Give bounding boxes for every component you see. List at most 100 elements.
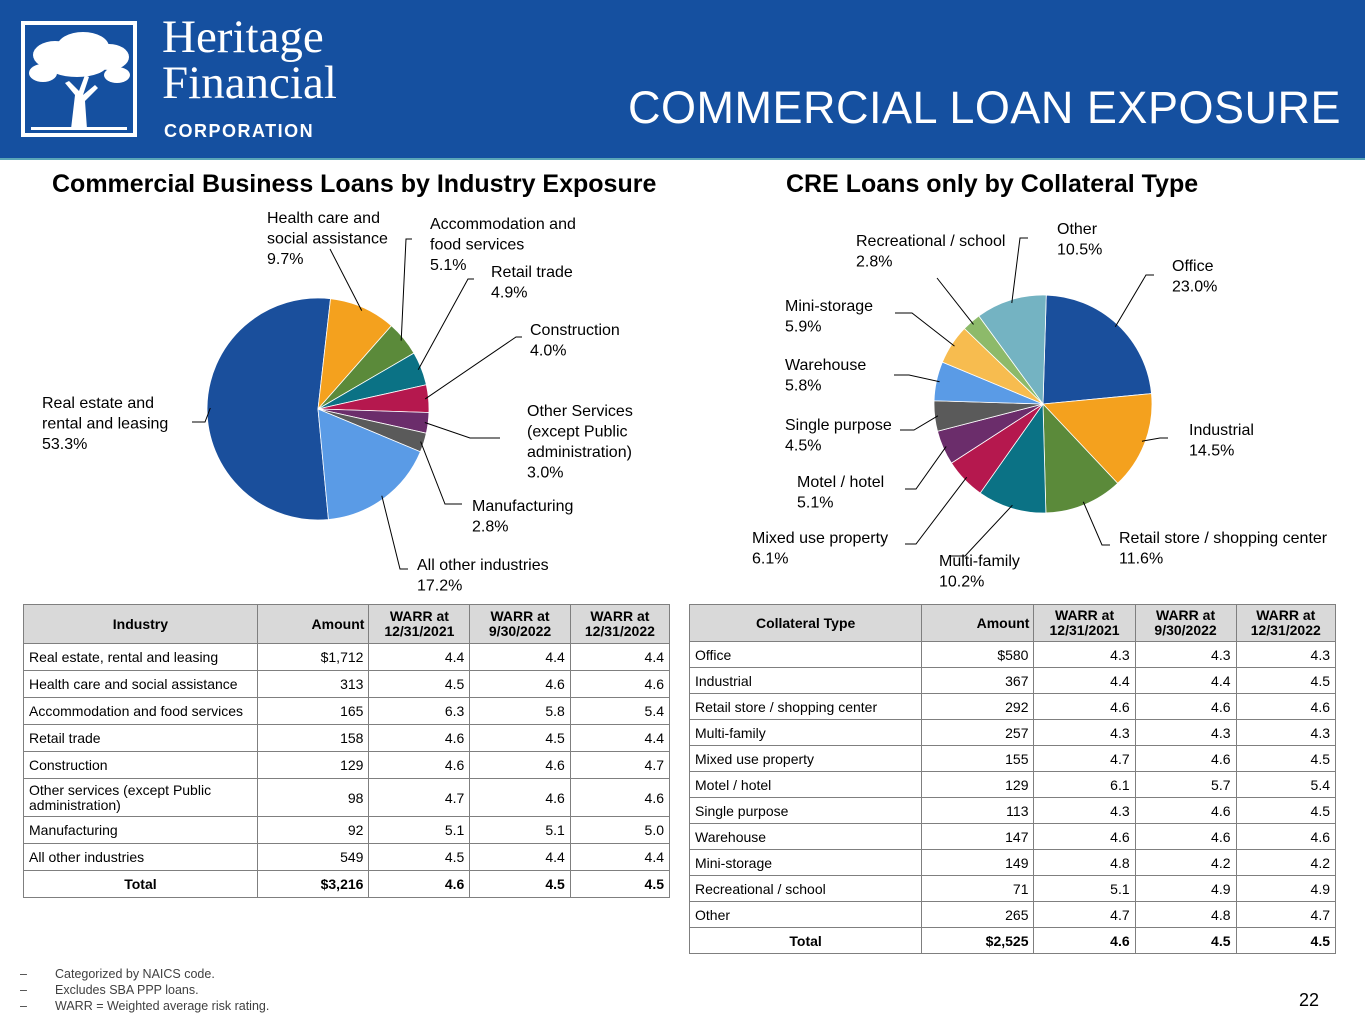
total-value-cell: $3,216 [256,870,370,898]
column-header: WARR at 12/31/2021 [368,604,471,644]
value-cell: 149 [921,849,1035,876]
value-cell: 158 [256,724,370,752]
table-row: Warehouse 147 4.6 4.6 4.6 [688,823,1336,850]
value-cell: 4.4 [569,843,671,871]
total-value-cell: $2,525 [921,927,1035,954]
pie-label-warehouse: Warehouse 5.8% [785,357,866,395]
pie-label-real-estate-and-rental-and-leasing: Real estate and rental and leasing 53.3% [42,395,168,453]
value-cell: 4.4 [469,643,571,671]
value-cell: 4.5 [368,670,471,698]
right-chart-title: CRE Loans only by Collateral Type [786,170,1199,198]
value-cell: 5.4 [1235,771,1336,798]
row-label-cell: Retail trade [23,724,258,752]
value-cell: 4.9 [1134,875,1237,902]
value-cell: 4.4 [469,843,571,871]
column-header: WARR at 12/31/2022 [1235,604,1336,642]
value-cell: 4.9 [1235,875,1336,902]
pie-slice-industrial [1042,393,1153,484]
value-cell: 5.4 [569,697,671,725]
row-label-cell: Multi-family [688,719,923,746]
table-total-row: Total $3,216 4.6 4.5 4.5 [23,870,671,898]
table-row: Mini-storage 149 4.8 4.2 4.2 [688,849,1336,876]
value-cell: 4.4 [569,724,671,752]
value-cell: 4.4 [368,643,471,671]
leader-line [381,495,408,570]
value-cell: 5.8 [469,697,571,725]
row-label-cell: Accommodation and food services [23,697,258,725]
column-header: Amount [256,604,370,644]
value-cell: 5.1 [1033,875,1136,902]
column-header: WARR at 9/30/2022 [1134,604,1237,642]
leader-line [424,422,500,439]
leader-line [329,248,363,311]
value-cell: 4.7 [1033,901,1136,928]
value-cell: 129 [921,771,1035,798]
leader-line [424,336,522,400]
footnotes: – Categorized by NAICS code. – Excludes SB… [20,966,269,1014]
brand-line-1: Heritage [162,11,324,63]
leader-line [420,441,462,505]
value-cell: 4.2 [1235,849,1336,876]
leader-line [192,407,211,423]
value-cell: 4.6 [1235,693,1336,720]
pie-label-motel-hotel: Motel / hotel 5.1% [797,474,884,512]
value-cell: 5.1 [368,816,471,844]
value-cell: 4.7 [569,751,671,779]
table-row: Other services (except Public administra… [23,778,671,817]
value-cell: 4.3 [1033,719,1136,746]
pie-label-other-services-except-public-administration: Other Services (except Public administrati… [527,403,633,482]
value-cell: 113 [921,797,1035,824]
pie-label-health-care-and-social-assistance: Health care and social assistance 9.7% [267,210,388,268]
value-cell: 5.1 [469,816,571,844]
leader-line [950,504,1013,557]
leader-line [1082,501,1110,546]
value-cell: 4.3 [1033,641,1136,668]
value-cell: 92 [256,816,370,844]
value-cell: 4.6 [569,670,671,698]
value-cell: 4.6 [1235,823,1336,850]
table-row: Motel / hotel 129 6.1 5.7 5.4 [688,771,1336,798]
table-row: Retail trade 158 4.6 4.5 4.4 [23,724,671,752]
row-label-cell: Motel / hotel [688,771,923,798]
value-cell: 4.6 [1134,823,1237,850]
total-value-cell: 4.5 [1235,927,1336,954]
value-cell: 4.6 [1134,797,1237,824]
pie-label-office: Office 23.0% [1172,258,1217,296]
value-cell: 265 [921,901,1035,928]
row-label-cell: Mini-storage [688,849,923,876]
value-cell: 4.3 [1235,641,1336,668]
pie-label-construction: Construction 4.0% [530,322,620,360]
table-row: Manufacturing 92 5.1 5.1 5.0 [23,816,671,844]
row-label-cell: Other services (except Public administra… [23,778,258,817]
value-cell: 4.7 [368,778,471,817]
value-cell: $1,712 [256,643,370,671]
value-cell: 4.5 [469,724,571,752]
row-label-cell: Single purpose [688,797,923,824]
column-header: WARR at 9/30/2022 [469,604,571,644]
value-cell: 4.3 [1033,797,1136,824]
table-row: Real estate, rental and leasing $1,712 4.4… [23,643,671,671]
brand-name: Heritage Financial [162,11,337,107]
value-cell: 4.6 [1134,745,1237,772]
total-label-cell: Total [23,870,258,898]
value-cell: 6.3 [368,697,471,725]
value-cell: 4.6 [469,778,571,817]
pie-label-retail-store-shopping-center: Retail store / shopping center 11.6% [1119,530,1328,568]
table-row: Construction 129 4.6 4.6 4.7 [23,751,671,779]
pie-slice-real-estate-and-rental-and-leasing [206,297,331,521]
value-cell: 147 [921,823,1035,850]
total-value-cell: 4.6 [368,870,471,898]
value-cell: 4.4 [1033,667,1136,694]
row-label-cell: All other industries [23,843,258,871]
value-cell: 4.7 [1033,745,1136,772]
leader-line [417,278,474,370]
row-label-cell: Real estate, rental and leasing [23,643,258,671]
left-chart-title: Commercial Business Loans by Industry Ex… [52,170,657,198]
value-cell: 4.6 [368,751,471,779]
value-cell: 4.5 [368,843,471,871]
total-value-cell: 4.5 [569,870,671,898]
value-cell: 4.6 [1033,693,1136,720]
table-row: Health care and social assistance 313 4.5 4… [23,670,671,698]
value-cell: 4.7 [1235,901,1336,928]
total-value-cell: 4.6 [1033,927,1136,954]
